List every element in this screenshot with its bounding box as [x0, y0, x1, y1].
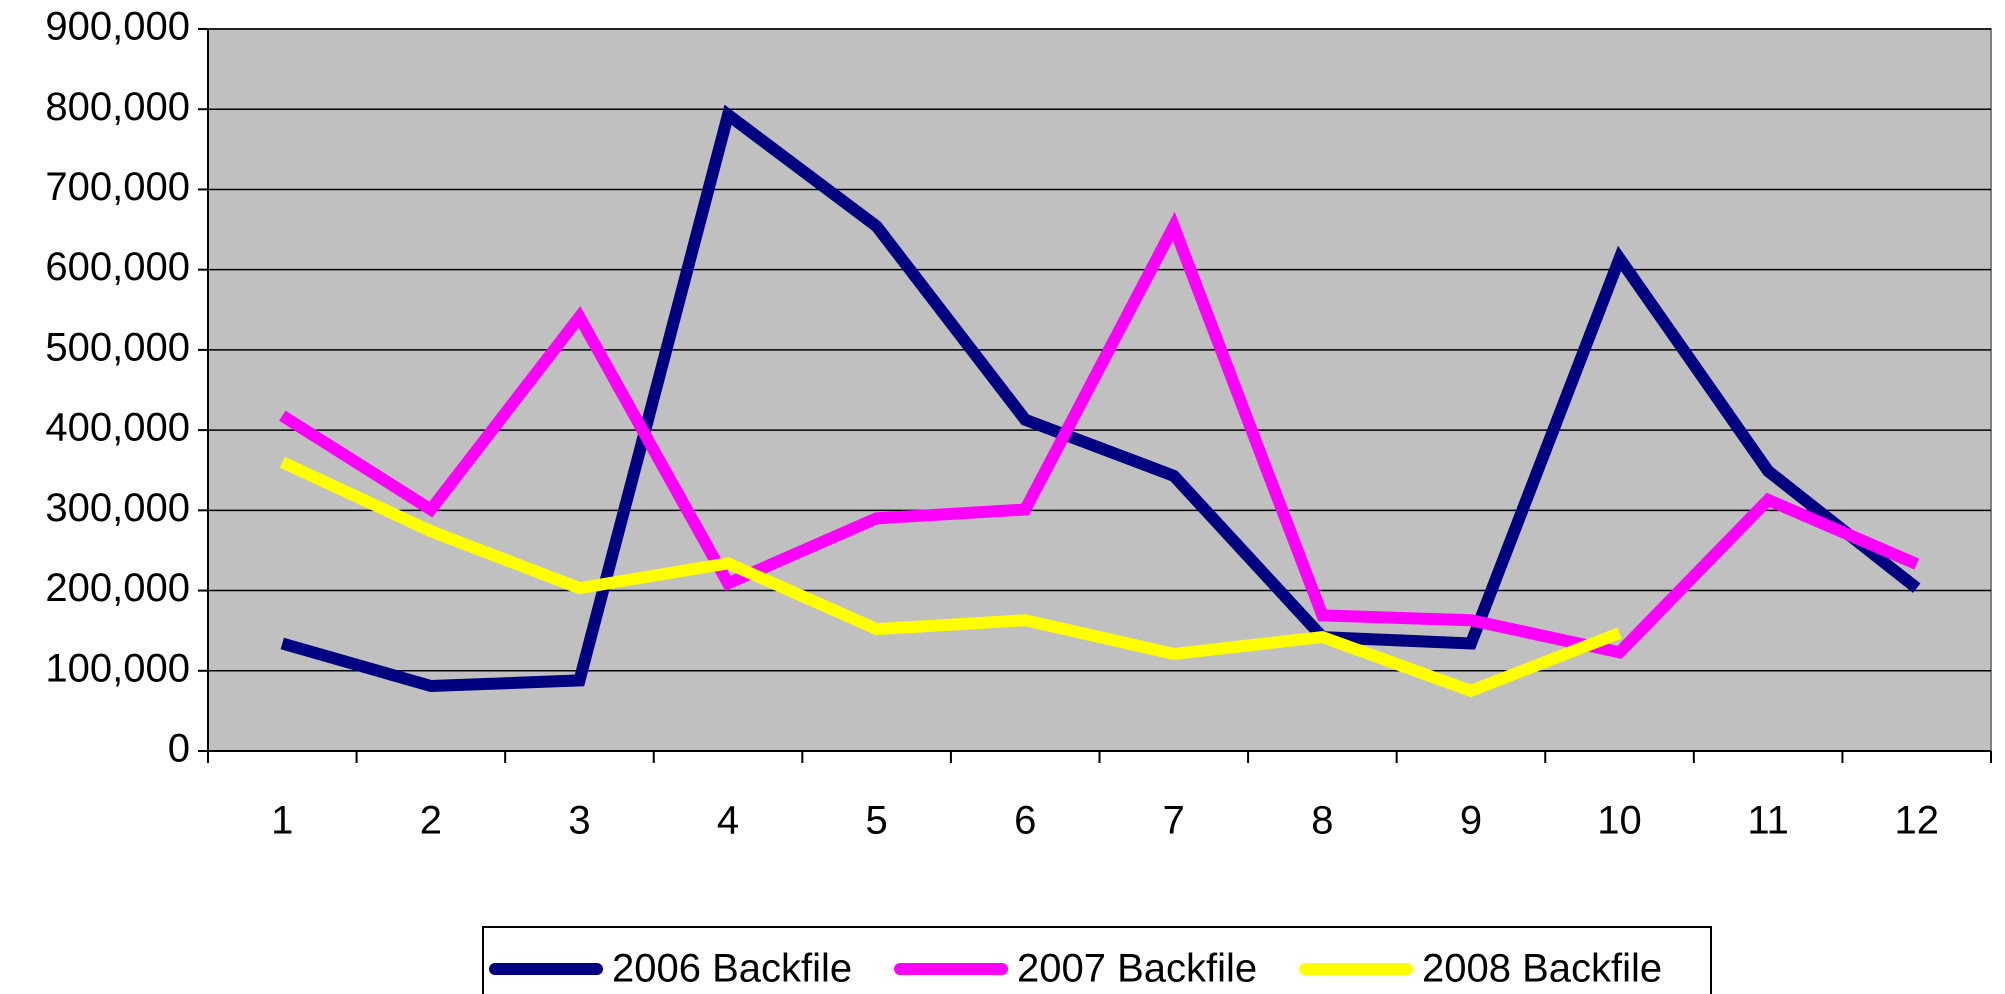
- x-tick-label: 9: [1460, 799, 1482, 843]
- x-tick-label: 8: [1311, 799, 1333, 843]
- legend-label: 2006 Backfile: [612, 947, 852, 991]
- y-tick-label: 500,000: [45, 325, 190, 369]
- y-tick-label: 600,000: [45, 245, 190, 289]
- y-tick-label: 800,000: [45, 85, 190, 129]
- legend-label: 2008 Backfile: [1422, 947, 1662, 991]
- x-tick-label: 11: [1747, 799, 1789, 843]
- y-tick-label: 700,000: [45, 165, 190, 209]
- x-tick-label: 3: [568, 799, 590, 843]
- y-tick-label: 0: [168, 727, 190, 771]
- x-tick-label: 10: [1597, 799, 1642, 843]
- x-tick-label: 4: [717, 799, 739, 843]
- y-tick-label: 100,000: [45, 646, 190, 690]
- x-tick-label: 2: [420, 799, 442, 843]
- x-tick-label: 7: [1163, 799, 1185, 843]
- legend-box: [482, 926, 1712, 994]
- y-tick-label: 400,000: [45, 406, 190, 450]
- series-line: [279, 456, 1622, 698]
- x-tick-label: 5: [866, 799, 888, 843]
- x-tick-label: 1: [271, 799, 293, 843]
- plot-area: [207, 28, 1992, 752]
- x-tick-label: 12: [1894, 799, 1939, 843]
- y-tick-label: 300,000: [45, 486, 190, 530]
- x-tick-label: 6: [1014, 799, 1036, 843]
- y-tick-label: 200,000: [45, 566, 190, 610]
- legend-label: 2007 Backfile: [1017, 947, 1257, 991]
- y-tick-label: 900,000: [45, 5, 190, 49]
- series-line: [279, 211, 1920, 659]
- series-line: [280, 104, 1921, 693]
